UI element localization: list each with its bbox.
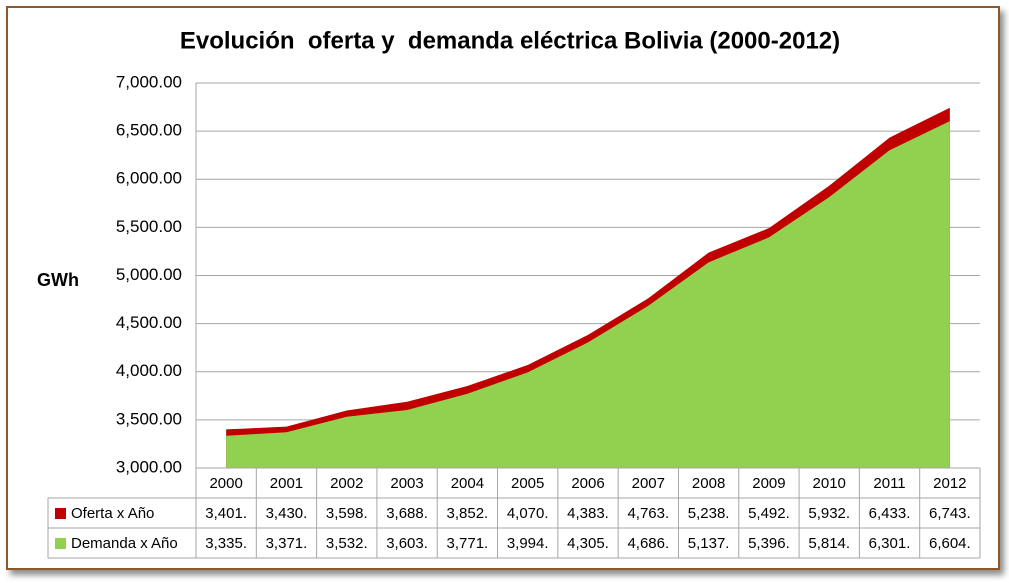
table-value: 3,532. bbox=[326, 535, 368, 552]
table-value: 3,401. bbox=[205, 505, 247, 522]
table-value: 4,305. bbox=[567, 535, 609, 552]
table-value: 5,492. bbox=[748, 505, 790, 522]
y-tick-label: 3,000.00 bbox=[116, 457, 182, 476]
x-tick-label: 2008 bbox=[692, 475, 725, 492]
x-tick-label: 2010 bbox=[813, 475, 846, 492]
y-tick-label: 6,000.00 bbox=[116, 169, 182, 188]
y-tick-label: 6,500.00 bbox=[116, 121, 182, 140]
x-tick-label: 2000 bbox=[209, 475, 242, 492]
table-value: 6,433. bbox=[869, 505, 911, 522]
table-value: 4,070. bbox=[507, 505, 549, 522]
x-tick-label: 2001 bbox=[270, 475, 303, 492]
table-value: 3,371. bbox=[266, 535, 308, 552]
table-value: 3,994. bbox=[507, 535, 549, 552]
legend-label: Oferta x Año bbox=[71, 505, 154, 522]
table-value: 3,688. bbox=[386, 505, 428, 522]
table-value: 6,743. bbox=[929, 505, 971, 522]
chart-title: Evolución oferta y demanda eléctrica Bol… bbox=[180, 27, 840, 54]
y-tick-label: 4,000.00 bbox=[116, 361, 182, 380]
y-tick-label: 7,000.00 bbox=[116, 72, 182, 91]
x-tick-label: 2007 bbox=[632, 475, 665, 492]
x-tick-label: 2004 bbox=[451, 475, 484, 492]
table-value: 5,932. bbox=[808, 505, 850, 522]
x-tick-label: 2011 bbox=[873, 475, 905, 492]
legend-key bbox=[55, 538, 66, 549]
x-tick-label: 2012 bbox=[933, 475, 966, 492]
x-tick-label: 2005 bbox=[511, 475, 544, 492]
table-value: 3,335. bbox=[205, 535, 247, 552]
table-value: 4,686. bbox=[627, 535, 669, 552]
table-value: 4,763. bbox=[627, 505, 669, 522]
area bbox=[226, 121, 950, 469]
table-value: 5,396. bbox=[748, 535, 790, 552]
legend-label: Demanda x Año bbox=[71, 535, 178, 552]
x-tick-label: 2003 bbox=[390, 475, 423, 492]
x-tick-label: 2006 bbox=[571, 475, 604, 492]
table-value: 3,771. bbox=[447, 535, 489, 552]
y-tick-label: 5,000.00 bbox=[116, 265, 182, 284]
x-tick-label: 2009 bbox=[752, 475, 785, 492]
table-value: 5,238. bbox=[688, 505, 730, 522]
x-tick-label: 2002 bbox=[330, 475, 363, 492]
table-value: 3,852. bbox=[447, 505, 489, 522]
table-value: 3,598. bbox=[326, 505, 368, 522]
table-value: 3,430. bbox=[266, 505, 308, 522]
table-value: 3,603. bbox=[386, 535, 428, 552]
legend-key bbox=[55, 508, 66, 519]
y-tick-label: 5,500.00 bbox=[116, 217, 182, 236]
table-value: 6,604. bbox=[929, 535, 971, 552]
y-axis-label: GWh bbox=[37, 270, 79, 290]
y-tick-label: 4,500.00 bbox=[116, 313, 182, 332]
table-value: 4,383. bbox=[567, 505, 609, 522]
table-value: 5,137. bbox=[688, 535, 730, 552]
table-value: 5,814. bbox=[808, 535, 850, 552]
y-tick-label: 3,500.00 bbox=[116, 409, 182, 428]
table-value: 6,301. bbox=[869, 535, 911, 552]
